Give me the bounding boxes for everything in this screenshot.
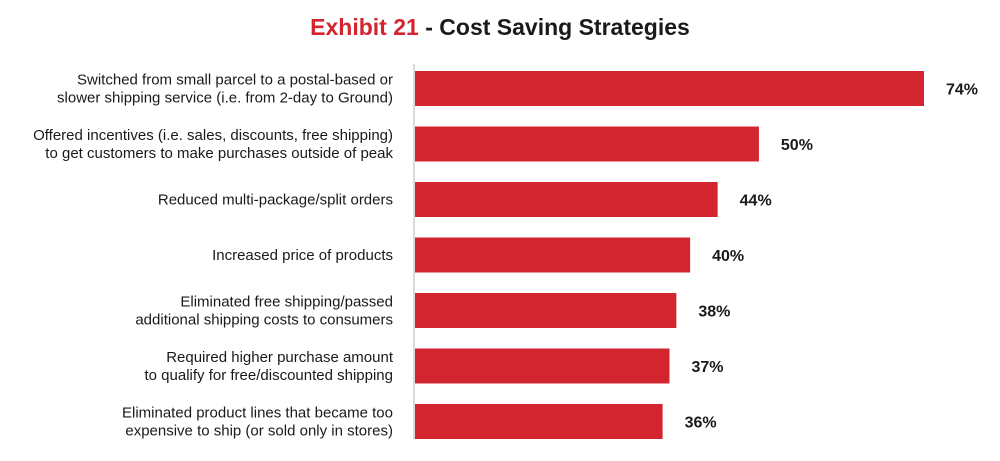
- category-label: to qualify for free/discounted shipping: [145, 367, 394, 384]
- title-separator: -: [418, 14, 440, 40]
- category-label: additional shipping costs to consumers: [135, 312, 393, 329]
- value-label: 36%: [685, 415, 717, 432]
- category-label: expensive to ship (or sold only in store…: [125, 423, 393, 440]
- bar: [415, 404, 663, 439]
- value-label: 40%: [712, 248, 744, 265]
- category-label: Required higher purchase amount: [166, 349, 394, 366]
- category-label: Eliminated free shipping/passed: [180, 294, 393, 311]
- category-label: Reduced multi-package/split orders: [158, 192, 393, 209]
- category-label: Offered incentives (i.e. sales, discount…: [33, 127, 393, 144]
- bar: [415, 71, 924, 106]
- bar: [415, 237, 691, 273]
- title-text: Cost Saving Strategies: [439, 14, 690, 40]
- exhibit-number: Exhibit 21: [310, 14, 419, 40]
- value-label: 50%: [781, 137, 813, 154]
- bar: [415, 126, 759, 162]
- bar: [415, 348, 670, 384]
- chart-title: Exhibit 21 - Cost Saving Strategies: [0, 14, 1000, 41]
- bar: [415, 293, 677, 328]
- category-label: to get customers to make purchases outsi…: [45, 145, 393, 162]
- value-label: 44%: [740, 193, 772, 210]
- value-label: 37%: [692, 359, 724, 376]
- category-label: Switched from small parcel to a postal-b…: [77, 72, 393, 89]
- bar: [415, 182, 718, 217]
- category-label: Increased price of products: [212, 247, 393, 264]
- value-label: 38%: [698, 304, 730, 321]
- value-label: 74%: [946, 82, 978, 99]
- category-label: Eliminated product lines that became too: [122, 405, 393, 422]
- category-label: slower shipping service (i.e. from 2-day…: [57, 90, 393, 107]
